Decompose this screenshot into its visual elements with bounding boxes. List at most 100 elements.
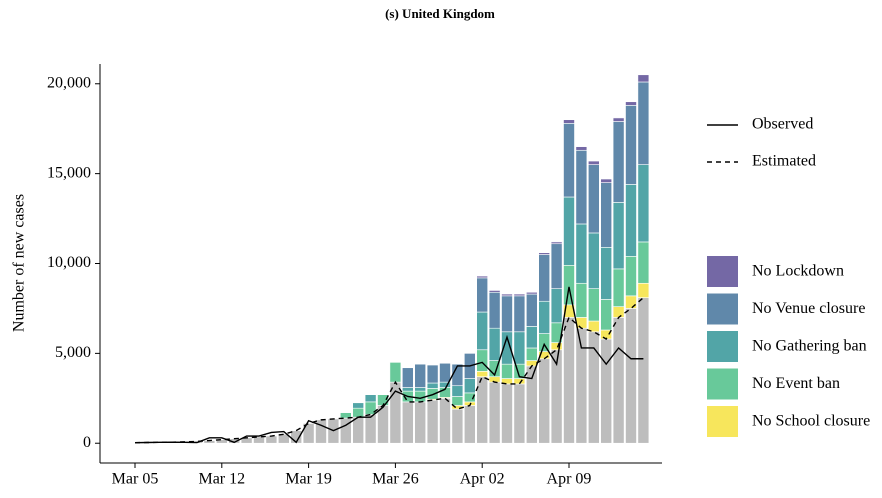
bar-segment bbox=[265, 435, 278, 444]
bar-segment bbox=[389, 362, 402, 383]
bar-segment bbox=[612, 202, 625, 270]
bar-segment bbox=[587, 160, 600, 165]
bar-segment bbox=[550, 243, 563, 289]
bar-segment bbox=[637, 282, 650, 298]
bar-segment bbox=[600, 178, 613, 183]
chart-title: (s) United Kingdom bbox=[385, 6, 495, 21]
bar-segment bbox=[426, 364, 439, 384]
bar-segment bbox=[451, 408, 464, 444]
bar-segment bbox=[600, 247, 613, 300]
bar-segment bbox=[216, 439, 228, 444]
bar-segment bbox=[488, 381, 501, 444]
bar-segment bbox=[253, 436, 265, 444]
bar-segment bbox=[563, 264, 575, 306]
bar-segment bbox=[401, 401, 414, 444]
bar-segment bbox=[587, 288, 600, 322]
bar-segment bbox=[501, 383, 513, 444]
bar-segment bbox=[637, 74, 650, 83]
legend-label: Estimated bbox=[752, 153, 816, 170]
bar-segment bbox=[476, 277, 489, 313]
y-tick-label: 15,000 bbox=[47, 164, 91, 181]
bar-segment bbox=[612, 121, 625, 203]
bar-segment bbox=[525, 326, 538, 349]
bar-segment bbox=[501, 293, 513, 297]
line bbox=[134, 286, 644, 444]
bar-segment bbox=[587, 164, 600, 234]
bar-segment bbox=[550, 288, 563, 324]
x-tick-label: Apr 09 bbox=[547, 471, 592, 488]
bar-segment bbox=[339, 412, 352, 419]
bar-segment bbox=[612, 117, 625, 122]
bar-segment bbox=[488, 290, 501, 293]
y-tick-label: 10,000 bbox=[47, 254, 91, 271]
y-axis-label: Number of new cases bbox=[11, 194, 28, 332]
bar-segment bbox=[538, 300, 551, 334]
bar-segment bbox=[575, 282, 588, 318]
bar-segment bbox=[612, 306, 625, 318]
bar-segment bbox=[463, 378, 476, 394]
bar-segment bbox=[513, 383, 526, 444]
bar-segment bbox=[488, 376, 501, 383]
bar-segment bbox=[563, 317, 575, 444]
y-tick-label: 0 bbox=[83, 434, 91, 451]
bar-segment bbox=[501, 295, 513, 333]
bar-segment bbox=[600, 338, 613, 444]
bar-segment bbox=[563, 119, 575, 124]
bar-segment bbox=[575, 149, 588, 225]
bar-segment bbox=[377, 394, 389, 406]
bar-segment bbox=[426, 399, 439, 444]
bar-segment bbox=[414, 401, 427, 444]
bar-segment bbox=[426, 388, 439, 400]
bar-segment bbox=[401, 367, 414, 388]
legend-label: Observed bbox=[752, 116, 813, 133]
legend-label: No Gathering ban bbox=[752, 338, 867, 355]
bar-segment bbox=[364, 394, 377, 403]
bar-segment bbox=[600, 182, 613, 248]
legend-label: No School closure bbox=[752, 413, 870, 430]
bar-segment bbox=[364, 414, 377, 444]
legend-label: No Lockdown bbox=[752, 263, 844, 280]
bar-segment bbox=[625, 256, 637, 297]
bar-segment bbox=[476, 275, 489, 279]
legend-label: No Event ban bbox=[752, 375, 840, 392]
bar-segment bbox=[513, 331, 526, 365]
bar-segment bbox=[525, 347, 538, 361]
bar-segment bbox=[575, 146, 588, 151]
bar-segment bbox=[476, 349, 489, 372]
legend-swatch bbox=[707, 368, 738, 400]
y-tick-label: 20,000 bbox=[47, 74, 91, 91]
bar-segment bbox=[426, 382, 439, 389]
bar-segment bbox=[600, 299, 613, 331]
bar-segment bbox=[451, 396, 464, 406]
bar-segment bbox=[463, 405, 476, 444]
bar-segment bbox=[525, 291, 538, 295]
bar-segment bbox=[612, 317, 625, 444]
bar-segment bbox=[538, 252, 551, 255]
bar-segment bbox=[575, 223, 588, 284]
legend-swatch bbox=[707, 406, 738, 437]
bar-segment bbox=[625, 295, 637, 309]
bar-segment bbox=[277, 433, 290, 444]
x-tick-label: Mar 12 bbox=[198, 471, 245, 488]
bar-segment bbox=[550, 241, 563, 245]
bar-segment bbox=[538, 333, 551, 352]
legend-label: No Venue closure bbox=[752, 300, 865, 317]
bar-segment bbox=[439, 397, 451, 444]
y-tick-label: 5,000 bbox=[55, 344, 91, 361]
bar-segment bbox=[488, 327, 501, 361]
bar-segment bbox=[439, 362, 451, 383]
bar-segment bbox=[476, 371, 489, 378]
bar-segment bbox=[587, 232, 600, 289]
bar-segment bbox=[488, 291, 501, 329]
bar-segment bbox=[513, 293, 526, 297]
bar-segment bbox=[525, 293, 538, 327]
bar-segment bbox=[513, 295, 526, 333]
line bbox=[134, 297, 644, 444]
bar-segment bbox=[563, 196, 575, 266]
bar-segment bbox=[612, 268, 625, 307]
bar-segment bbox=[538, 358, 551, 444]
bar-segment bbox=[563, 123, 575, 198]
bar-segment bbox=[637, 297, 650, 444]
bar-segment bbox=[538, 254, 551, 302]
